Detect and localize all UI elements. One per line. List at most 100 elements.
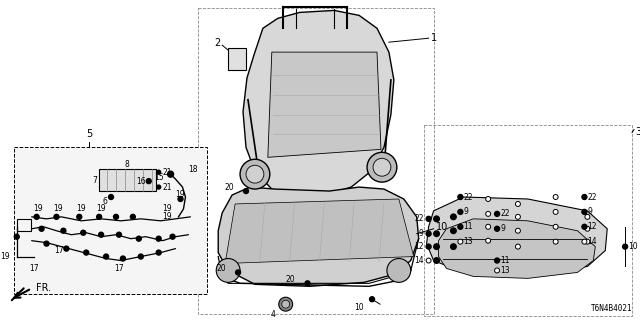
- Text: 19: 19: [54, 204, 63, 213]
- Text: 19: 19: [175, 189, 185, 198]
- Circle shape: [99, 232, 104, 237]
- Circle shape: [77, 214, 82, 219]
- Circle shape: [113, 214, 118, 219]
- Circle shape: [515, 202, 520, 206]
- Text: 22: 22: [463, 193, 473, 202]
- Circle shape: [104, 254, 109, 259]
- Circle shape: [156, 250, 161, 255]
- Circle shape: [44, 241, 49, 246]
- Circle shape: [147, 179, 151, 184]
- Circle shape: [553, 239, 558, 244]
- Text: 6: 6: [102, 197, 107, 206]
- Circle shape: [486, 196, 491, 202]
- Text: 20: 20: [225, 183, 234, 192]
- Circle shape: [451, 214, 456, 220]
- Circle shape: [170, 234, 175, 239]
- Text: 22: 22: [500, 209, 509, 218]
- Text: 4: 4: [271, 310, 276, 319]
- Text: 20: 20: [216, 264, 226, 273]
- Circle shape: [282, 300, 290, 308]
- Text: 19: 19: [163, 212, 172, 221]
- Circle shape: [236, 270, 241, 275]
- Text: 16: 16: [136, 177, 145, 186]
- Circle shape: [243, 188, 248, 194]
- Circle shape: [156, 236, 161, 241]
- Text: 20: 20: [286, 275, 296, 284]
- Text: 9: 9: [500, 224, 505, 233]
- Circle shape: [216, 259, 240, 282]
- Circle shape: [116, 232, 122, 237]
- Text: 12: 12: [414, 242, 424, 251]
- Circle shape: [426, 231, 431, 236]
- Bar: [99, 169, 156, 191]
- Bar: [14, 148, 207, 294]
- Circle shape: [434, 231, 439, 236]
- Circle shape: [120, 256, 125, 261]
- Text: 21: 21: [163, 183, 172, 192]
- Text: FR.: FR.: [36, 283, 51, 293]
- Text: 14: 14: [588, 237, 597, 246]
- Circle shape: [515, 244, 520, 249]
- Circle shape: [39, 226, 44, 231]
- Text: 17: 17: [54, 246, 64, 255]
- Circle shape: [553, 209, 558, 214]
- Circle shape: [434, 216, 439, 222]
- Circle shape: [369, 297, 374, 302]
- Circle shape: [34, 214, 39, 219]
- Polygon shape: [427, 197, 607, 275]
- Circle shape: [582, 224, 587, 229]
- Text: 11: 11: [463, 222, 473, 231]
- Circle shape: [458, 209, 463, 214]
- Circle shape: [14, 234, 19, 239]
- Circle shape: [54, 214, 59, 219]
- Circle shape: [157, 170, 161, 174]
- Circle shape: [486, 224, 491, 229]
- Text: 22: 22: [588, 193, 597, 202]
- Circle shape: [136, 236, 141, 241]
- Circle shape: [553, 224, 558, 229]
- Circle shape: [486, 212, 491, 216]
- Text: 1: 1: [431, 33, 436, 43]
- Circle shape: [451, 228, 456, 234]
- Circle shape: [495, 258, 500, 263]
- Text: 19: 19: [76, 204, 86, 213]
- Circle shape: [61, 228, 66, 233]
- Text: 8: 8: [125, 160, 129, 169]
- Text: 7: 7: [92, 176, 97, 185]
- Circle shape: [64, 246, 69, 251]
- Text: 17: 17: [29, 264, 38, 273]
- Text: 9: 9: [419, 229, 424, 238]
- Bar: [228, 48, 246, 70]
- Circle shape: [434, 244, 439, 249]
- Text: 10: 10: [436, 222, 448, 232]
- Text: 9: 9: [463, 207, 468, 216]
- Text: 3: 3: [635, 127, 640, 138]
- Text: 5: 5: [86, 130, 92, 140]
- Circle shape: [458, 239, 463, 244]
- Text: 10: 10: [355, 303, 364, 312]
- Polygon shape: [243, 11, 394, 196]
- Circle shape: [138, 254, 143, 259]
- Text: 13: 13: [500, 266, 509, 275]
- Circle shape: [157, 185, 161, 189]
- Circle shape: [373, 158, 391, 176]
- Text: 12: 12: [588, 222, 597, 231]
- Circle shape: [367, 152, 397, 182]
- Text: 11: 11: [500, 256, 509, 265]
- Circle shape: [109, 195, 113, 199]
- Circle shape: [426, 258, 431, 263]
- Text: 19: 19: [0, 252, 10, 261]
- Text: 19: 19: [163, 204, 172, 213]
- Circle shape: [305, 281, 310, 286]
- Text: 19: 19: [33, 204, 42, 213]
- Text: 22: 22: [414, 214, 424, 223]
- Polygon shape: [218, 187, 419, 286]
- Circle shape: [81, 230, 86, 235]
- Bar: [17, 219, 31, 231]
- Circle shape: [240, 159, 270, 189]
- Circle shape: [585, 214, 590, 219]
- Circle shape: [246, 165, 264, 183]
- Circle shape: [582, 239, 587, 244]
- Bar: [198, 8, 433, 314]
- Circle shape: [426, 216, 431, 221]
